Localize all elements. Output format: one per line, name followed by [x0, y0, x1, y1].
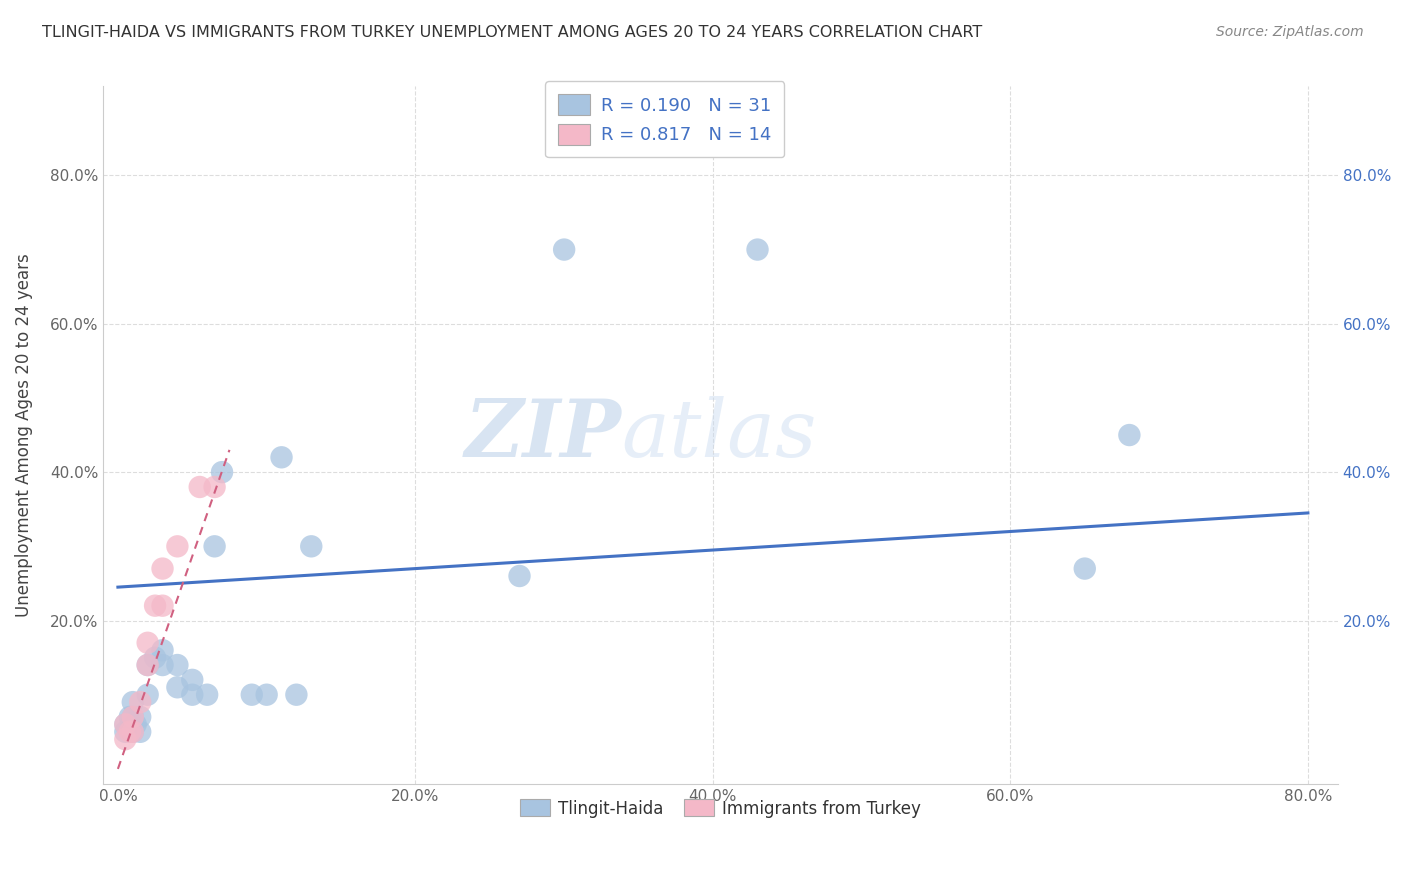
- Point: [136, 636, 159, 650]
- Point: [152, 561, 174, 575]
- Point: [195, 688, 218, 702]
- Point: [553, 243, 575, 257]
- Point: [143, 650, 166, 665]
- Point: [270, 450, 292, 465]
- Point: [299, 539, 322, 553]
- Point: [125, 717, 148, 731]
- Point: [121, 710, 143, 724]
- Point: [114, 717, 136, 731]
- Point: [136, 658, 159, 673]
- Point: [121, 695, 143, 709]
- Point: [204, 480, 226, 494]
- Point: [166, 658, 188, 673]
- Point: [181, 673, 204, 687]
- Point: [1118, 428, 1140, 442]
- Point: [204, 539, 226, 553]
- Point: [118, 710, 141, 724]
- Point: [166, 681, 188, 695]
- Point: [136, 688, 159, 702]
- Point: [211, 465, 233, 479]
- Point: [118, 724, 141, 739]
- Point: [121, 710, 143, 724]
- Y-axis label: Unemployment Among Ages 20 to 24 years: Unemployment Among Ages 20 to 24 years: [15, 253, 32, 617]
- Text: atlas: atlas: [621, 396, 817, 474]
- Point: [121, 724, 143, 739]
- Point: [152, 643, 174, 657]
- Point: [114, 732, 136, 747]
- Point: [121, 724, 143, 739]
- Point: [166, 539, 188, 553]
- Point: [129, 710, 152, 724]
- Point: [136, 658, 159, 673]
- Text: ZIP: ZIP: [465, 396, 621, 474]
- Point: [747, 243, 769, 257]
- Point: [240, 688, 263, 702]
- Text: TLINGIT-HAIDA VS IMMIGRANTS FROM TURKEY UNEMPLOYMENT AMONG AGES 20 TO 24 YEARS C: TLINGIT-HAIDA VS IMMIGRANTS FROM TURKEY …: [42, 25, 983, 40]
- Point: [114, 717, 136, 731]
- Point: [114, 724, 136, 739]
- Point: [256, 688, 278, 702]
- Point: [509, 569, 531, 583]
- Point: [143, 599, 166, 613]
- Legend: Tlingit-Haida, Immigrants from Turkey: Tlingit-Haida, Immigrants from Turkey: [513, 793, 928, 824]
- Point: [188, 480, 211, 494]
- Point: [181, 688, 204, 702]
- Point: [152, 658, 174, 673]
- Point: [129, 724, 152, 739]
- Point: [285, 688, 308, 702]
- Point: [129, 695, 152, 709]
- Text: Source: ZipAtlas.com: Source: ZipAtlas.com: [1216, 25, 1364, 39]
- Point: [152, 599, 174, 613]
- Point: [1074, 561, 1097, 575]
